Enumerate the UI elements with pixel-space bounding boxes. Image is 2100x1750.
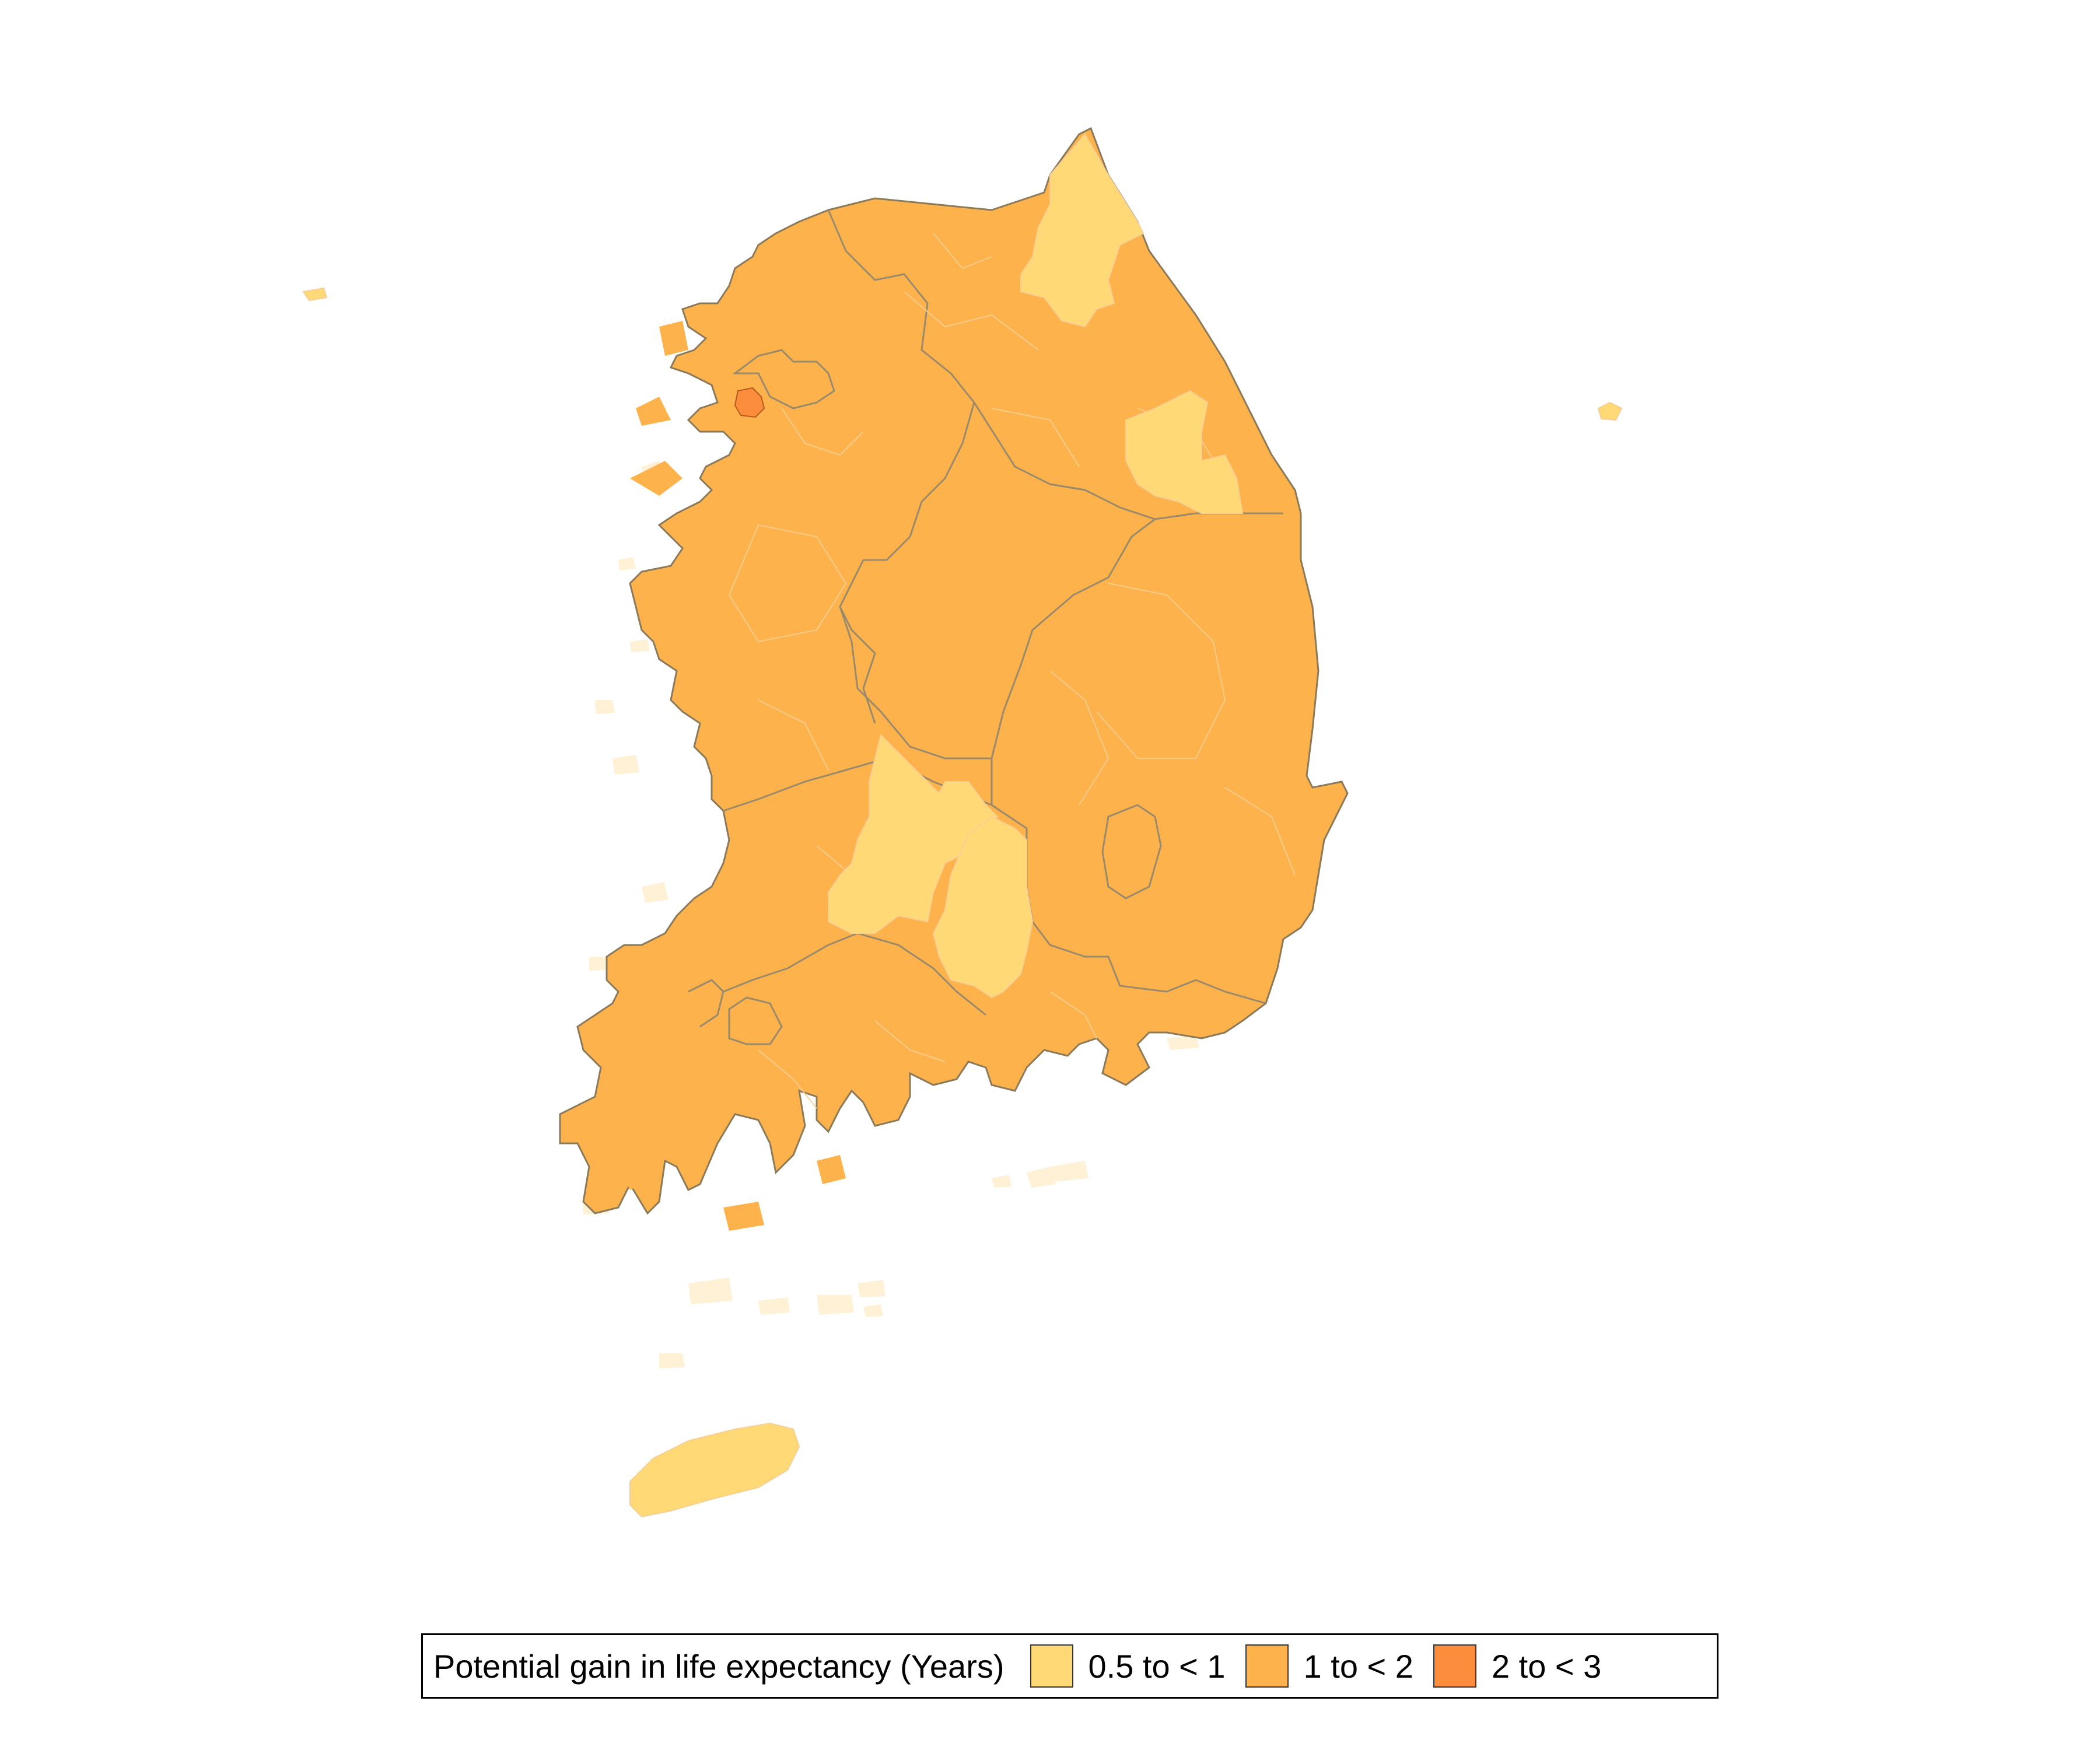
region-0-5-to-1-central-b — [932, 816, 1034, 999]
region-1-to-2 — [559, 127, 1349, 1215]
legend-label-0-5-to-1: 0.5 to < 1 — [1088, 1647, 1226, 1685]
legend-item-2-to-3: 2 to < 3 — [1433, 1644, 1601, 1688]
region-0-5-to-1-east — [1125, 390, 1244, 514]
region-0-5-to-1-ulleung — [1597, 401, 1623, 421]
region-2-to-3-west — [734, 387, 765, 418]
regions-0-5-to-1 — [302, 133, 1623, 1518]
legend-item-0-5-to-1: 0.5 to < 1 — [1030, 1644, 1226, 1688]
legend-swatch-2-to-3 — [1433, 1644, 1476, 1688]
legend: Potential gain in life expectancy (Years… — [421, 1633, 1718, 1699]
legend-swatch-1-to-2 — [1245, 1644, 1289, 1688]
region-1-to-2-island — [618, 321, 846, 1231]
legend-label-1-to-2: 1 to < 2 — [1303, 1647, 1413, 1685]
mainland-region — [559, 127, 1349, 1231]
regions-2-to-3 — [734, 387, 765, 418]
legend-item-1-to-2: 1 to < 2 — [1245, 1644, 1413, 1688]
region-0-5-to-1-central-a — [828, 734, 999, 934]
region-0-5-to-1-islet-nw — [302, 287, 328, 302]
legend-title: Potential gain in life expectancy (Years… — [433, 1647, 1005, 1685]
legend-label-2-to-3: 2 to < 3 — [1491, 1647, 1602, 1685]
legend-swatch-0-5-to-1 — [1030, 1644, 1073, 1688]
region-0-5-to-1-jeju — [629, 1422, 800, 1518]
region-0-5-to-1-northeast — [1020, 133, 1144, 328]
